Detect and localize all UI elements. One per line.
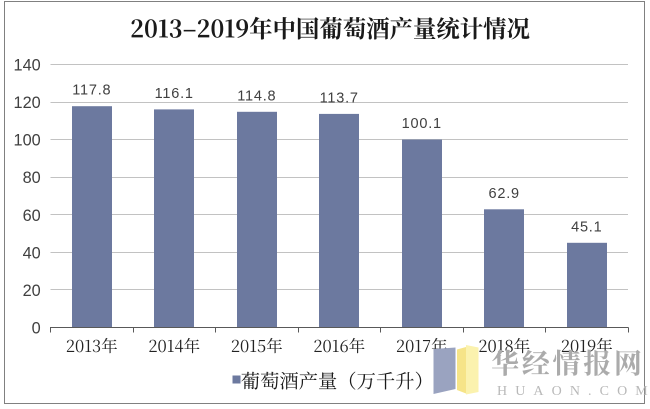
svg-text:116.1: 116.1 bbox=[155, 86, 194, 102]
svg-text:113.7: 113.7 bbox=[320, 90, 359, 106]
svg-text:120: 120 bbox=[14, 94, 41, 112]
svg-text:100: 100 bbox=[14, 132, 41, 150]
svg-text:45.1: 45.1 bbox=[571, 219, 602, 235]
svg-text:114.8: 114.8 bbox=[237, 88, 276, 104]
svg-text:40: 40 bbox=[23, 244, 41, 262]
svg-text:80: 80 bbox=[23, 169, 41, 187]
svg-text:20: 20 bbox=[23, 282, 41, 300]
svg-text:60: 60 bbox=[23, 207, 41, 225]
svg-text:140: 140 bbox=[14, 57, 41, 75]
svg-text:HUAON.COM: HUAON.COM bbox=[497, 384, 650, 399]
svg-text:100.1: 100.1 bbox=[402, 116, 442, 132]
svg-text:62.9: 62.9 bbox=[488, 186, 519, 202]
svg-text:0: 0 bbox=[32, 320, 41, 338]
svg-text:117.8: 117.8 bbox=[72, 83, 111, 99]
